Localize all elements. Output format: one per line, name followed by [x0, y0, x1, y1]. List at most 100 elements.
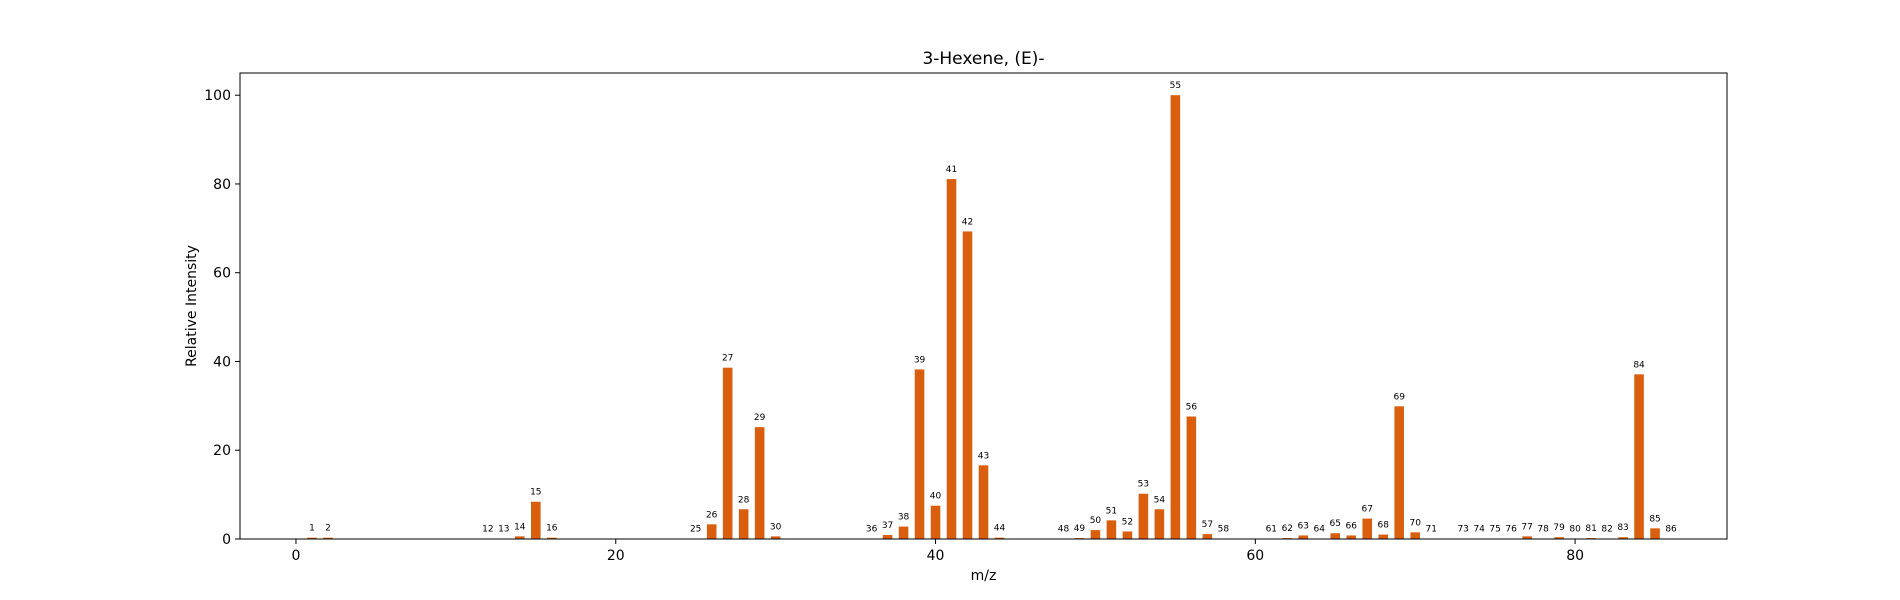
bar-label-mz-66: 66: [1346, 521, 1358, 531]
bar-mz-28: [738, 509, 749, 539]
bar-mz-66: [1346, 535, 1357, 539]
bar-label-mz-16: 16: [546, 524, 558, 534]
bar-mz-2: [323, 537, 333, 539]
x-axis-title: m/z: [971, 568, 997, 584]
bar-mz-85: [1650, 528, 1660, 539]
bar-mz-68: [1378, 534, 1389, 539]
bar-label-mz-26: 26: [706, 510, 718, 520]
bar-label-mz-37: 37: [882, 521, 893, 531]
bar-label-mz-80: 80: [1569, 525, 1581, 535]
bar-mz-54: [1154, 509, 1165, 539]
bar-label-mz-48: 48: [1058, 525, 1070, 535]
bar-mz-44: [994, 537, 1005, 539]
bar-label-mz-65: 65: [1330, 519, 1341, 529]
bar-label-mz-83: 83: [1617, 523, 1628, 533]
bar-mz-15: [531, 501, 541, 539]
x-axis: 0 20 40 60 80: [292, 539, 1584, 564]
bar-mz-79: [1554, 537, 1564, 539]
bar-label-mz-51: 51: [1106, 506, 1117, 516]
bar-labels: 1 2 12 13 14 15 16 25 26 27 28 29 30 36 37 38 39 40 41 42 43…: [309, 81, 1677, 534]
bar-mz-40: [930, 505, 941, 539]
bar-label-mz-85: 85: [1649, 514, 1660, 524]
bar-mz-63: [1298, 535, 1309, 539]
bar-label-mz-1: 1: [309, 524, 315, 534]
y-tick-label-100: 100: [204, 88, 231, 104]
x-tick-label-0: 0: [292, 548, 301, 564]
bar-mz-27: [722, 367, 733, 539]
bar-label-mz-43: 43: [978, 451, 989, 461]
bar-mz-30: [770, 536, 781, 539]
bar-mz-53: [1138, 493, 1149, 539]
bar-label-mz-62: 62: [1282, 524, 1293, 534]
bar-mz-65: [1330, 533, 1341, 539]
bar-label-mz-38: 38: [898, 513, 910, 523]
x-tick-label-60: 60: [1246, 548, 1264, 564]
bar-mz-50: [1090, 530, 1101, 539]
bar-mz-26: [706, 524, 717, 539]
x-tick-label-40: 40: [927, 548, 945, 564]
bar-mz-37: [882, 535, 893, 539]
bar-label-mz-53: 53: [1138, 480, 1149, 490]
bar-label-mz-68: 68: [1378, 521, 1390, 531]
y-tick-label-80: 80: [213, 177, 231, 193]
bar-mz-29: [754, 427, 765, 539]
y-tick-label-40: 40: [213, 354, 231, 370]
bar-label-mz-36: 36: [866, 525, 878, 535]
bar-label-mz-67: 67: [1362, 505, 1373, 515]
bar-label-mz-82: 82: [1601, 525, 1612, 535]
bar-mz-84: [1634, 374, 1644, 539]
bar-label-mz-77: 77: [1521, 522, 1532, 532]
bar-label-mz-49: 49: [1074, 524, 1086, 534]
bar-label-mz-2: 2: [325, 524, 331, 534]
bar-label-mz-81: 81: [1585, 524, 1596, 534]
bar-label-mz-56: 56: [1186, 403, 1198, 413]
bar-label-mz-28: 28: [738, 495, 750, 505]
bar-label-mz-27: 27: [722, 354, 733, 364]
bar-series: [307, 95, 1676, 539]
bar-mz-69: [1394, 406, 1405, 539]
bar-mz-83: [1618, 537, 1628, 539]
bar-label-mz-84: 84: [1633, 360, 1645, 370]
bar-label-mz-78: 78: [1537, 525, 1549, 535]
y-tick-label-20: 20: [213, 443, 231, 459]
bar-label-mz-14: 14: [514, 522, 526, 532]
bar-mz-51: [1106, 520, 1117, 539]
bar-mz-1: [307, 537, 317, 539]
plot-frame: [239, 72, 1728, 540]
bar-label-mz-41: 41: [946, 165, 957, 175]
bar-label-mz-64: 64: [1314, 525, 1326, 535]
bar-mz-67: [1362, 518, 1373, 539]
bar-label-mz-29: 29: [754, 413, 766, 423]
bar-label-mz-74: 74: [1473, 525, 1485, 535]
bar-mz-56: [1186, 416, 1197, 539]
bar-mz-41: [946, 179, 957, 539]
bar-mz-52: [1122, 531, 1133, 539]
bar-label-mz-30: 30: [770, 522, 782, 532]
bar-label-mz-61: 61: [1266, 525, 1277, 535]
bar-label-mz-40: 40: [930, 492, 942, 502]
bar-label-mz-57: 57: [1202, 520, 1213, 530]
y-tick-label-60: 60: [213, 266, 231, 282]
bar-mz-43: [978, 465, 989, 539]
bar-label-mz-69: 69: [1393, 392, 1405, 402]
bar-label-mz-76: 76: [1505, 525, 1517, 535]
bar-label-mz-44: 44: [994, 524, 1006, 534]
x-tick-label-20: 20: [607, 548, 625, 564]
bar-label-mz-63: 63: [1298, 521, 1309, 531]
bar-label-mz-15: 15: [530, 488, 541, 498]
bar-mz-14: [515, 536, 525, 539]
chart-title: 3-Hexene, (E)-: [922, 49, 1044, 69]
bar-label-mz-39: 39: [914, 355, 926, 365]
bar-label-mz-25: 25: [690, 525, 701, 535]
bar-mz-42: [962, 231, 973, 539]
bar-mz-39: [914, 369, 925, 539]
bar-mz-38: [898, 526, 909, 539]
bar-label-mz-75: 75: [1489, 525, 1500, 535]
bar-label-mz-86: 86: [1665, 525, 1677, 535]
bar-label-mz-13: 13: [498, 525, 509, 535]
bar-mz-16: [546, 537, 557, 539]
bar-label-mz-52: 52: [1122, 517, 1133, 527]
bar-label-mz-12: 12: [482, 525, 493, 535]
bar-label-mz-50: 50: [1090, 516, 1102, 526]
